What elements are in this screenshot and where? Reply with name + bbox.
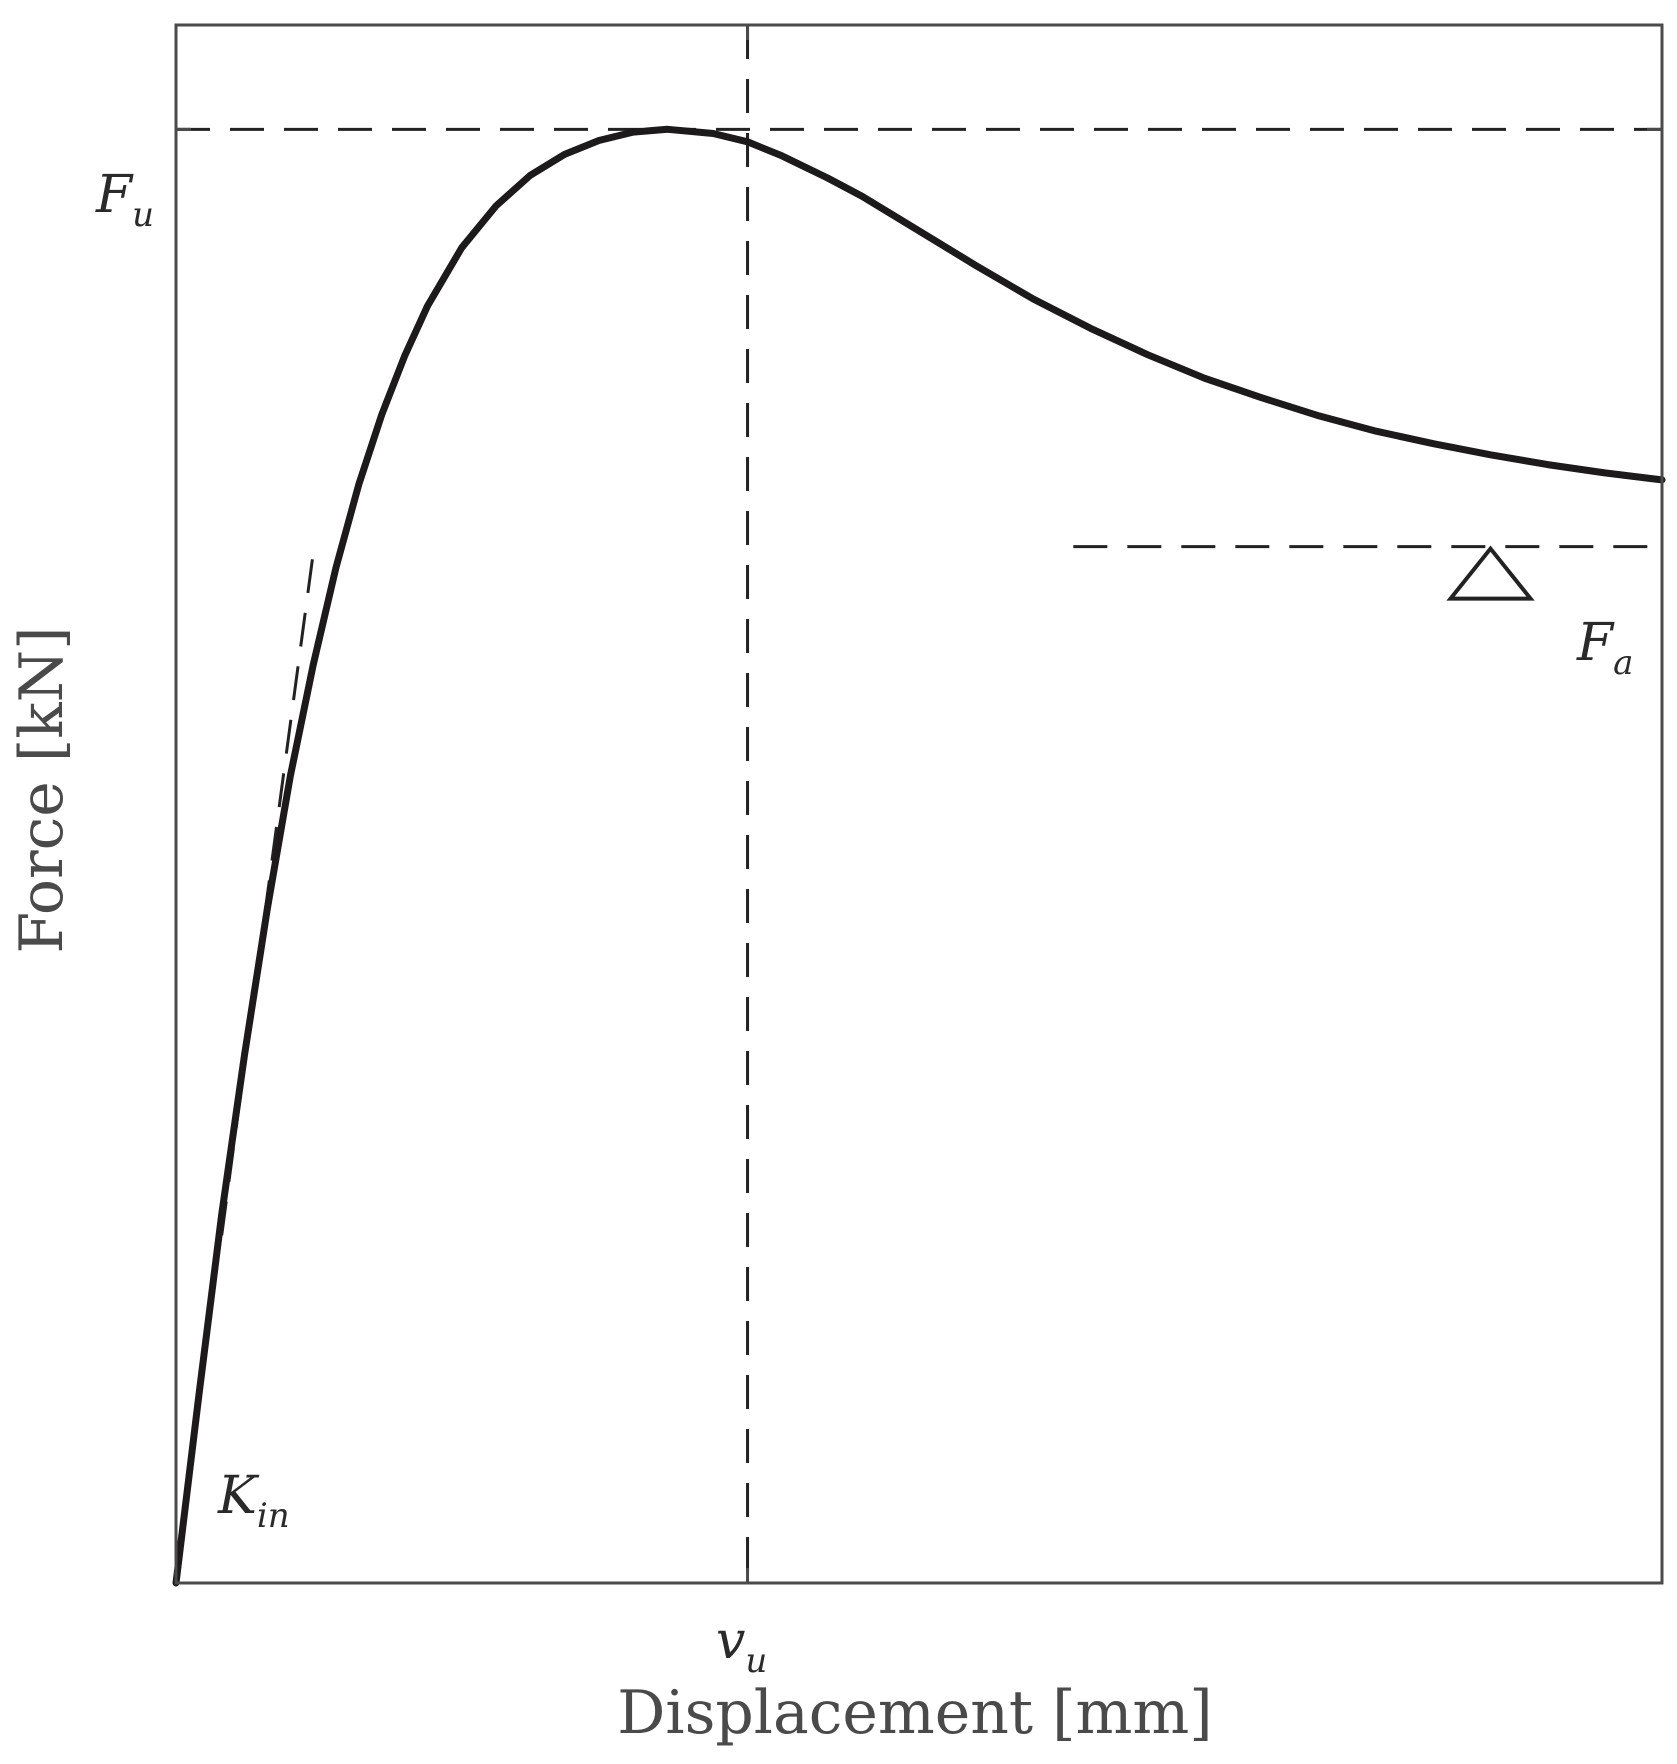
vu-tick-label-sub: u	[745, 1641, 767, 1681]
force-displacement-curve	[172, 125, 1666, 1587]
kin-label: Kin	[217, 1466, 290, 1536]
fu-tick-label-base: F	[95, 165, 134, 225]
fa-label: Fa	[1576, 613, 1633, 683]
plot-frame	[174, 23, 1664, 1585]
kin-label-sub: in	[257, 1496, 290, 1536]
x-axis-label: Displacement [mm]	[617, 1678, 1212, 1748]
vu-tick-label-base: v	[716, 1611, 745, 1671]
y-axis-label: Force [kN]	[7, 626, 77, 953]
fa-label-sub: a	[1613, 643, 1633, 683]
fa-triangle-marker	[1446, 545, 1535, 601]
fu-tick-label-sub: u	[132, 195, 154, 235]
fu-tick-label: Fu	[95, 165, 154, 235]
fa-label-base: F	[1576, 613, 1615, 673]
vu-tick-label: vu	[716, 1611, 767, 1681]
kin-label-base: K	[217, 1466, 260, 1526]
